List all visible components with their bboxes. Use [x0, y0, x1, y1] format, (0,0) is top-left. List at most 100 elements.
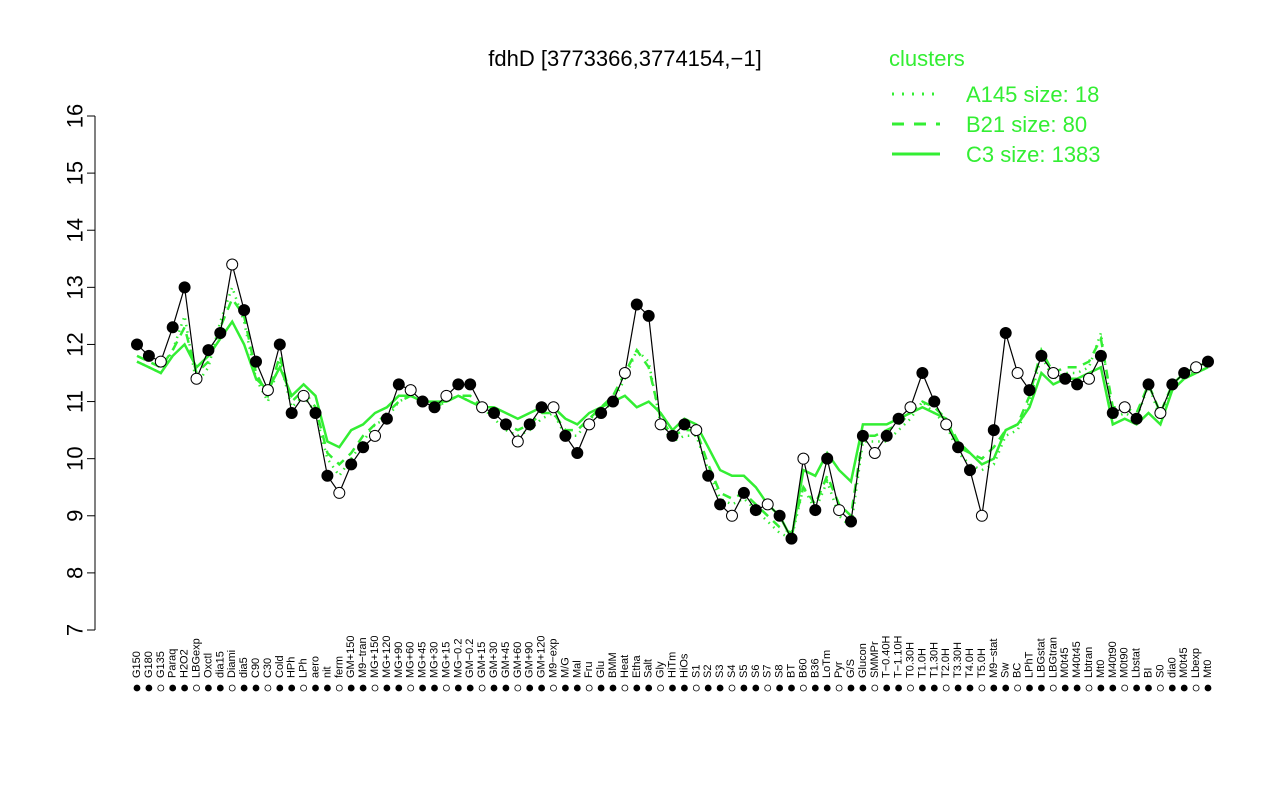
- x-marker: [752, 684, 760, 692]
- data-point: [916, 367, 929, 379]
- data-point: [714, 498, 727, 511]
- x-tick-label: Oxctl: [202, 653, 214, 678]
- x-tick-label: Lbstat: [1131, 648, 1143, 678]
- x-marker: [954, 684, 962, 692]
- data-point: [1154, 406, 1167, 419]
- x-marker: [942, 684, 950, 692]
- x-tick-label: SMMPr: [869, 641, 881, 678]
- x-tick-label: Cold: [274, 655, 286, 678]
- y-tick-label: 14: [63, 218, 88, 242]
- x-tick-label: T1.30H: [928, 642, 940, 678]
- x-tick-label: BC: [1012, 663, 1024, 678]
- x-tick-label: nit: [321, 666, 333, 678]
- x-marker: [550, 684, 557, 692]
- x-tick-label: Pyr: [833, 661, 845, 678]
- x-tick-label: M0t45: [1059, 647, 1071, 678]
- points-layer: [131, 258, 1214, 545]
- x-marker: [1121, 684, 1129, 692]
- data-point: [547, 401, 560, 414]
- x-tick-label: GM−0.2: [464, 639, 476, 678]
- x-tick-label: GM+45: [500, 642, 512, 678]
- data-point: [226, 258, 239, 271]
- x-tick-label: Gly: [655, 661, 667, 678]
- x-tick-label: MG+150: [369, 636, 381, 679]
- x-tick-label: aero: [310, 656, 322, 678]
- x-tick-label: M9−tran: [357, 637, 369, 678]
- data-point: [654, 418, 667, 431]
- x-tick-label: S3: [714, 665, 726, 678]
- data-point: [987, 424, 1000, 437]
- x-tick-label: dia5: [238, 657, 250, 678]
- x-marker: [1145, 684, 1152, 692]
- data-point: [1083, 372, 1095, 385]
- x-tick-label: S6: [750, 665, 762, 678]
- x-tick-label: Heat: [619, 655, 631, 678]
- x-tick-label: S2: [702, 665, 714, 678]
- x-marker: [276, 684, 284, 692]
- data-point: [131, 338, 143, 351]
- x-tick-label: G150: [131, 651, 143, 678]
- data-point: [952, 441, 965, 454]
- x-tick-label: LPhT: [1024, 651, 1036, 678]
- x-tick-label: GM+15: [476, 642, 488, 678]
- y-tick-label: 13: [63, 275, 88, 299]
- data-point: [845, 515, 857, 528]
- x-marker: [1026, 684, 1033, 692]
- x-marker: [1180, 684, 1188, 692]
- data-point: [868, 446, 881, 459]
- x-marker: [1073, 684, 1081, 692]
- x-tick-label: M0t90: [1119, 647, 1131, 678]
- x-marker: [645, 684, 653, 692]
- x-tick-label: C90: [250, 658, 262, 678]
- x-marker: [930, 684, 938, 692]
- data-point: [488, 406, 500, 419]
- data-point: [737, 486, 750, 499]
- data-point: [1094, 349, 1107, 362]
- data-point: [1011, 367, 1024, 379]
- x-tick-label: GM+30: [488, 642, 500, 678]
- data-point: [761, 498, 774, 511]
- x-tick-label: Sw: [1000, 663, 1012, 678]
- x-marker: [1049, 684, 1057, 692]
- x-tick-label: S7: [762, 665, 774, 678]
- x-tick-label: Salt: [643, 659, 655, 678]
- x-marker: [573, 684, 581, 692]
- x-tick-label: MG+15: [440, 642, 452, 678]
- x-marker: [966, 684, 974, 692]
- x-marker: [811, 684, 819, 692]
- x-tick-label: S0: [1154, 665, 1166, 678]
- x-tick-label: T1.0H: [916, 648, 928, 678]
- data-point: [404, 384, 417, 397]
- x-tick-label: MG−0.2: [452, 639, 464, 678]
- x-axis: G150 G180 G135 Paraq H2O2 LBGexp Oxctl dia15 Dia…: [131, 635, 1214, 692]
- data-point: [440, 389, 453, 402]
- data-point: [618, 367, 631, 379]
- x-marker: [621, 684, 629, 692]
- x-marker: [502, 684, 510, 692]
- data-point: [1106, 406, 1119, 419]
- expression-line: [136, 264, 1209, 541]
- x-marker: [883, 684, 891, 692]
- x-tick-label: M/G: [559, 657, 571, 678]
- x-marker: [1109, 684, 1117, 692]
- x-tick-label: MG+60: [405, 642, 417, 678]
- data-point: [416, 395, 429, 408]
- data-point: [511, 435, 524, 448]
- x-tick-label: LBGexp: [191, 638, 203, 678]
- x-tick-label: S1: [690, 665, 702, 678]
- x-marker: [1061, 684, 1069, 692]
- data-point: [499, 418, 512, 431]
- data-point: [476, 401, 489, 414]
- x-tick-label: GM+120: [536, 636, 548, 679]
- data-point: [690, 424, 703, 437]
- x-marker: [633, 684, 641, 692]
- x-marker: [216, 684, 224, 692]
- x-tick-label: G135: [155, 651, 167, 678]
- series-line-dashed: [136, 296, 1209, 535]
- x-marker: [895, 684, 902, 692]
- x-tick-label: Paraq: [167, 649, 179, 678]
- x-tick-label: GM+150: [345, 636, 357, 679]
- x-tick-label: B36: [809, 658, 821, 678]
- data-point: [250, 355, 262, 368]
